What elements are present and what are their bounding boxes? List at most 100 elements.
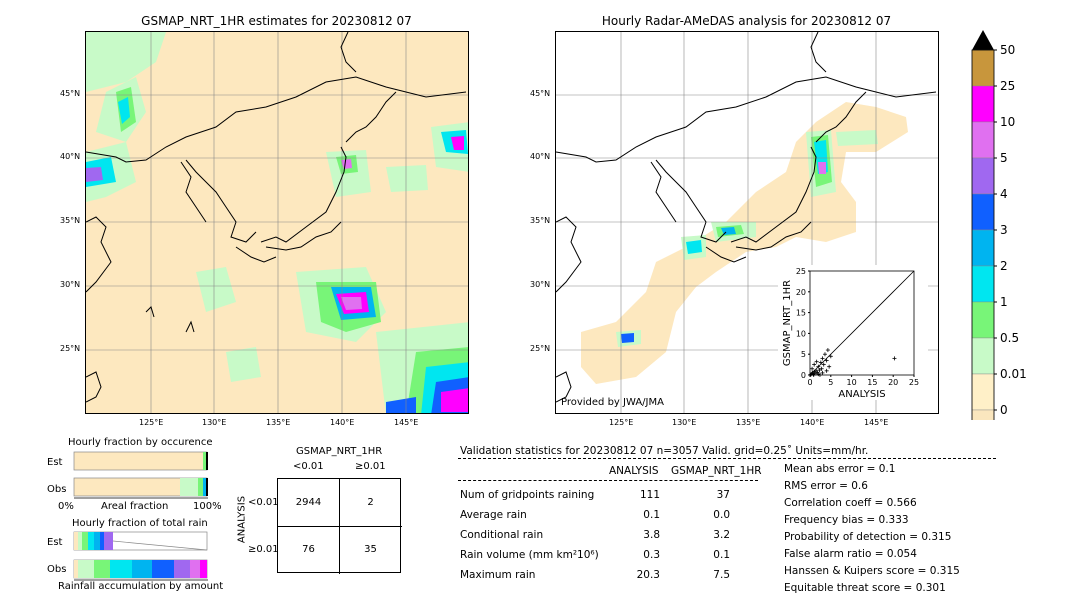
right-lat-label: 35°N bbox=[530, 216, 551, 225]
scatter-point bbox=[814, 359, 819, 364]
scatter-diagonal bbox=[809, 270, 915, 376]
left-lat-label: 40°N bbox=[60, 152, 81, 161]
left-lon-label: 135°E bbox=[266, 418, 291, 427]
contingency-row-axis: ANALYSIS bbox=[236, 495, 248, 544]
scatter-point bbox=[816, 364, 821, 369]
total-rain-row-obs: Obs bbox=[47, 564, 67, 575]
scatter-xlabel: ANALYSIS bbox=[838, 389, 885, 400]
scatter-point bbox=[812, 362, 817, 367]
occurrence-row-est: Est bbox=[47, 457, 63, 468]
scatter-point bbox=[820, 370, 825, 375]
occurrence-axis-label: Areal fraction bbox=[101, 501, 169, 512]
table-divider bbox=[458, 480, 758, 481]
right-lat-label: 25°N bbox=[530, 344, 551, 353]
scatter-point bbox=[817, 368, 822, 373]
colorbar-segment bbox=[971, 265, 995, 303]
occurrence-axis-left: 0% bbox=[58, 501, 74, 512]
scatter-point bbox=[819, 366, 824, 371]
contingency-col-header: <0.01 bbox=[293, 461, 324, 472]
stat-label: Maximum rain bbox=[460, 569, 536, 581]
left-lat-label: 25°N bbox=[60, 344, 81, 353]
score-line: False alarm ratio = 0.054 bbox=[784, 548, 917, 560]
right-lat-label: 45°N bbox=[530, 89, 551, 98]
colorbar-tick-label: 0.5 bbox=[1000, 331, 1019, 345]
scatter-inset: 0 0 5 5 10 10 15 15 20 20 25 25 ANALYSIS GSMAP_NRT_1H… bbox=[778, 265, 928, 400]
stat-analysis: 20.3 bbox=[636, 569, 660, 581]
left-lat-label: 35°N bbox=[60, 216, 81, 225]
colorbar-segment bbox=[971, 337, 995, 375]
scatter-point bbox=[828, 354, 833, 359]
scatter-x-tick-label: 20 bbox=[888, 378, 898, 387]
colorbar-tick-label: 5 bbox=[1000, 151, 1008, 165]
stat-analysis: 0.3 bbox=[643, 549, 660, 561]
stat-gsmap: 0.1 bbox=[713, 549, 730, 561]
left-map-title: GSMAP_NRT_1HR estimates for 20230812 07 bbox=[141, 14, 412, 28]
total-rain-bars bbox=[73, 531, 208, 581]
score-line: Probability of detection = 0.315 bbox=[784, 531, 952, 543]
colorbar-segment bbox=[971, 301, 995, 339]
score-line: Equitable threat score = 0.301 bbox=[784, 582, 946, 594]
scatter-x-tick-label: 15 bbox=[867, 378, 877, 387]
scatter-x-tick-label: 0 bbox=[807, 378, 812, 387]
total-rain-axis-label: Rainfall accumulation by amount bbox=[58, 581, 224, 592]
contingency-row-header: <0.01 bbox=[248, 497, 279, 508]
total-rain-title: Hourly fraction of total rain bbox=[72, 518, 208, 529]
header-divider bbox=[458, 458, 996, 459]
right-lon-label: 135°E bbox=[736, 418, 761, 427]
scatter-point bbox=[827, 364, 832, 369]
colorbar-tick-label: 0 bbox=[1000, 403, 1008, 417]
scatter-plot: 00 5 5 10 10 15 15 20 20 25 25 ANALYSIS GSMAP_NRT_1H… bbox=[782, 267, 919, 400]
colorbar-segment bbox=[971, 229, 995, 267]
contingency-title: GSMAP_NRT_1HR bbox=[296, 446, 383, 457]
left-lon-label: 125°E bbox=[139, 418, 164, 427]
scatter-x-tick-label: 25 bbox=[909, 378, 919, 387]
stat-analysis: 111 bbox=[639, 489, 660, 501]
score-line: Correlation coeff = 0.566 bbox=[784, 497, 917, 509]
contingency-grid: 2944 2 76 35 bbox=[277, 478, 402, 574]
stat-analysis: 3.8 bbox=[643, 529, 660, 541]
scatter-y-tick-label: 20 bbox=[796, 288, 806, 297]
scatter-point bbox=[824, 368, 829, 373]
scatter-point bbox=[822, 352, 827, 357]
colorbar-tick-label: 3 bbox=[1000, 223, 1008, 237]
scatter-point bbox=[892, 356, 897, 361]
left-lon-label: 130°E bbox=[202, 418, 227, 427]
colorbar-tick-label: 50 bbox=[1000, 43, 1015, 57]
contingency-cell: 2944 bbox=[295, 497, 322, 508]
occurrence-row-obs: Obs bbox=[47, 484, 67, 495]
colorbar-segment bbox=[971, 85, 995, 123]
colorbar-segment bbox=[971, 49, 995, 87]
scatter-x-tick-label: 10 bbox=[847, 378, 857, 387]
score-line: Mean abs error = 0.1 bbox=[784, 463, 896, 475]
left-map bbox=[85, 31, 469, 414]
stat-label: Rain volume (mm km²10⁶) bbox=[460, 549, 599, 561]
colorbar-tick-label: 1 bbox=[1000, 295, 1008, 309]
scatter-y-tick-label: 10 bbox=[796, 329, 806, 338]
right-lat-label: 40°N bbox=[530, 152, 551, 161]
stat-gsmap: 37 bbox=[716, 489, 730, 501]
scatter-point bbox=[810, 366, 815, 371]
stat-gsmap: 7.5 bbox=[713, 569, 730, 581]
contingency-cell: 35 bbox=[364, 544, 377, 555]
right-lat-label: 30°N bbox=[530, 280, 551, 289]
left-lon-label: 145°E bbox=[394, 418, 419, 427]
occurrence-axis-right: 100% bbox=[193, 501, 222, 512]
colorbar-segment bbox=[971, 121, 995, 159]
stat-analysis: 0.1 bbox=[643, 509, 660, 521]
scatter-x-tick-label: 5 bbox=[828, 378, 833, 387]
occurrence-title: Hourly fraction by occurence bbox=[68, 437, 213, 448]
right-map-title: Hourly Radar-AMeDAS analysis for 2023081… bbox=[601, 14, 892, 28]
scatter-point bbox=[821, 362, 826, 367]
col-analysis-header: ANALYSIS bbox=[609, 465, 659, 477]
scatter-y-tick-label: 0 bbox=[801, 371, 806, 380]
left-lat-label: 45°N bbox=[60, 89, 81, 98]
scatter-y-tick-label: 25 bbox=[796, 267, 806, 276]
contingency-row-header: ≥0.01 bbox=[248, 544, 279, 555]
scatter-y-tick-label: 5 bbox=[801, 350, 806, 359]
colorbar-segment bbox=[971, 409, 995, 447]
colorbar-tick-label: 4 bbox=[1000, 187, 1008, 201]
scatter-point bbox=[824, 358, 829, 363]
stat-label: Num of gridpoints raining bbox=[460, 489, 595, 501]
col-gsmap-header: GSMAP_NRT_1HR bbox=[671, 465, 762, 477]
contingency-cell: 76 bbox=[302, 544, 315, 555]
